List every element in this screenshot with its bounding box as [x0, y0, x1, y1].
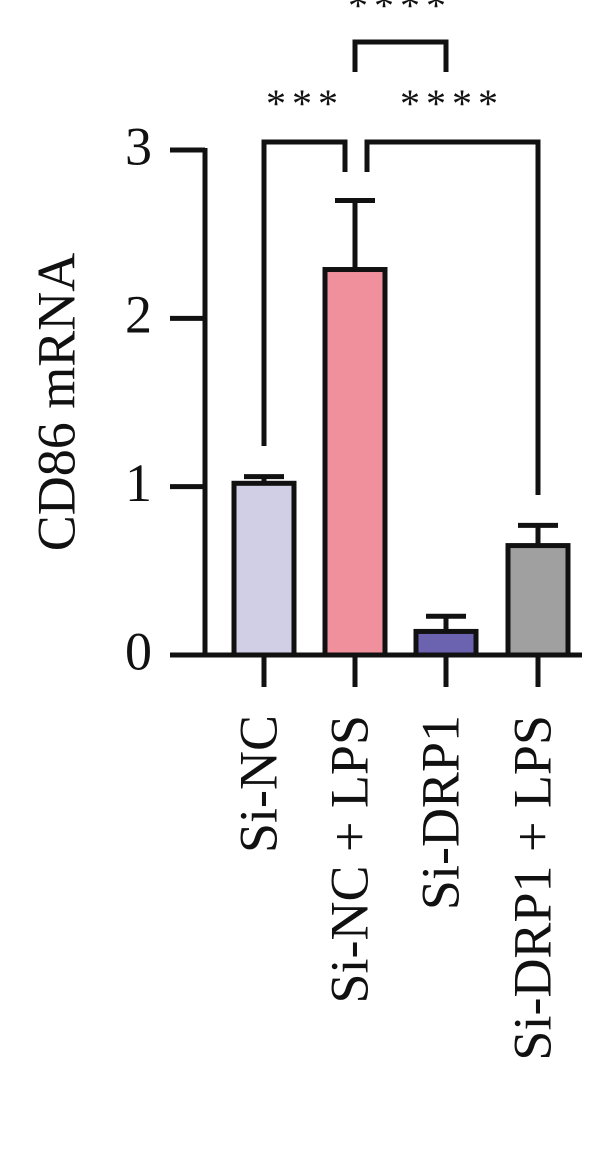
- bar: [505, 543, 571, 658]
- significance-bracket: [364, 139, 541, 495]
- significance-bracket: [352, 39, 449, 72]
- error-bar: [335, 198, 375, 270]
- x-tick-label: Si-NC: [228, 715, 288, 853]
- bar: [413, 628, 479, 658]
- y-tick-label: 3: [125, 116, 152, 176]
- significance-bracket: [261, 139, 348, 446]
- significance-label: ***: [266, 81, 344, 126]
- significance-label: ****: [400, 81, 504, 126]
- y-tick-label: 1: [125, 453, 152, 513]
- significance-label: ****: [348, 0, 452, 28]
- error-bar: [244, 474, 284, 484]
- y-tick-label: 0: [125, 621, 152, 681]
- error-bar: [426, 613, 466, 632]
- bar: [231, 480, 297, 658]
- bar: [322, 267, 388, 658]
- y-axis-label: CD86 mRNA: [26, 253, 86, 552]
- x-tick-label: Si-NC + LPS: [319, 715, 379, 1004]
- x-tick-label: Si-DRP1: [410, 715, 470, 910]
- y-tick-label: 2: [125, 285, 152, 345]
- error-bar: [518, 522, 558, 546]
- x-tick-label: Si-DRP1 + LPS: [502, 715, 562, 1061]
